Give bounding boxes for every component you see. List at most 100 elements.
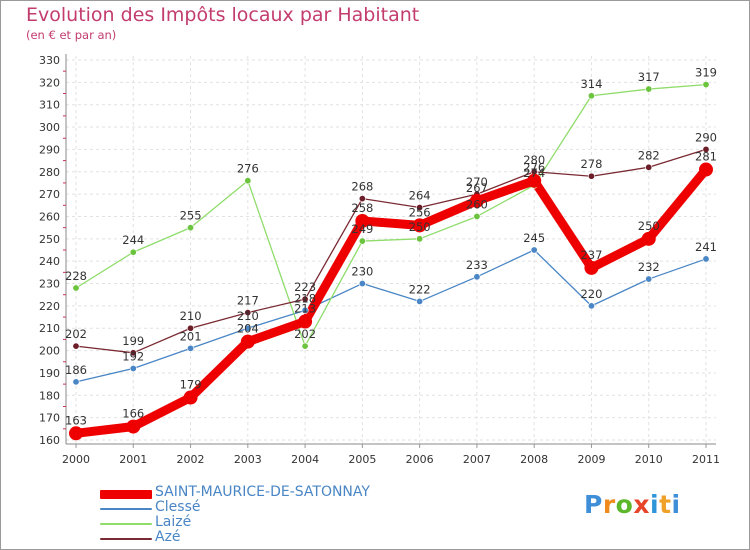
x-tick-label: 2009 [577,453,605,466]
data-point [469,193,484,208]
data-label: 270 [466,175,488,189]
logo-letter: t [659,490,672,519]
data-label: 319 [695,66,717,80]
data-label: 163 [65,413,87,427]
data-label: 250 [638,219,660,233]
data-label: 179 [180,378,202,392]
data-label: 186 [65,363,87,377]
legend-swatch [100,508,152,510]
data-label: 210 [237,309,259,323]
data-point [301,295,309,303]
data-point [645,163,653,171]
x-tick-label: 2007 [463,453,491,466]
data-point [72,342,80,350]
data-label: 278 [580,157,602,171]
data-point [416,235,424,243]
data-point [298,314,313,329]
logo-letter: P [584,490,603,519]
data-point [645,85,653,93]
data-point [702,81,710,89]
legend-item-clesse: Clessé [100,499,420,517]
data-label: 204 [237,322,259,336]
y-tick-label: 270 [39,188,60,201]
y-tick-label: 280 [39,166,60,179]
y-tick-label: 320 [39,76,60,89]
data-label: 166 [122,407,144,421]
data-point [473,273,481,281]
data-label: 232 [638,260,660,274]
data-label: 237 [580,248,602,262]
data-point [129,364,137,372]
data-label: 202 [65,327,87,341]
data-label: 218 [294,291,316,305]
series-line-saint-maurice-de-satonnay [71,165,711,438]
logo-letter: r [602,490,616,519]
x-tick-label: 2004 [291,453,319,466]
data-point [129,248,137,256]
data-label: 267 [466,181,488,195]
data-point [301,342,309,350]
data-label: 317 [638,70,660,84]
data-label: 281 [695,150,717,164]
data-label: 201 [180,329,202,343]
data-label: 223 [294,280,316,294]
data-label: 314 [580,77,602,91]
legend-item-aze: Azé [100,529,420,547]
data-point [587,172,595,180]
data-point [587,92,595,100]
y-tick-label: 240 [39,255,60,268]
data-label: 249 [351,222,373,236]
proxiti-logo: Proxiti [584,490,681,519]
data-point [358,195,366,203]
data-point [355,213,370,228]
y-tick-label: 260 [39,210,60,223]
legend-swatch [100,538,152,540]
chart-title: Evolution des Impôts locaux par Habitant [26,4,420,26]
data-label: 256 [409,205,431,219]
data-label: 228 [65,269,87,283]
data-label: 290 [695,130,717,144]
y-tick-label: 310 [39,99,60,112]
x-tick-label: 2011 [692,453,720,466]
data-label: 217 [237,294,259,308]
logo-letter: x [633,490,650,519]
chart-subtitle: (en € et par an) [26,28,117,42]
y-tick-label: 170 [39,412,60,425]
data-label: 280 [523,153,545,167]
data-label: 260 [466,197,488,211]
data-label: 258 [351,201,373,215]
data-point [530,246,538,254]
data-label: 276 [523,161,545,175]
y-tick-label: 330 [39,54,60,67]
x-tick-label: 2008 [520,453,548,466]
data-label: 222 [409,282,431,296]
y-tick-label: 300 [39,121,60,134]
data-label: 255 [180,209,202,223]
data-point [412,218,427,233]
data-point [702,255,710,263]
data-point [645,275,653,283]
legend-label: Laizé [155,514,192,530]
series-line-az- [75,148,707,354]
data-point [72,378,80,386]
series-line-cless- [75,249,707,383]
series-line-laiz- [75,83,707,347]
legend-item-laize: Laizé [100,514,420,532]
data-point [301,306,309,314]
x-tick-label: 2005 [348,453,376,466]
y-tick-label: 210 [39,322,60,335]
x-tick-label: 2001 [119,453,147,466]
y-tick-label: 180 [39,389,60,402]
legend-swatch [100,490,152,499]
data-label: 220 [580,287,602,301]
x-tick-label: 2003 [234,453,262,466]
data-label: 244 [122,233,144,247]
y-tick-label: 230 [39,278,60,291]
y-tick-label: 290 [39,143,60,156]
data-point [587,302,595,310]
legend-item-saint-maurice: SAINT-MAURICE-DE-SATONNAY [100,484,420,502]
data-label: 192 [122,349,144,363]
data-point [416,204,424,212]
legend-label: SAINT-MAURICE-DE-SATONNAY [155,484,370,500]
y-tick-label: 220 [39,300,60,313]
